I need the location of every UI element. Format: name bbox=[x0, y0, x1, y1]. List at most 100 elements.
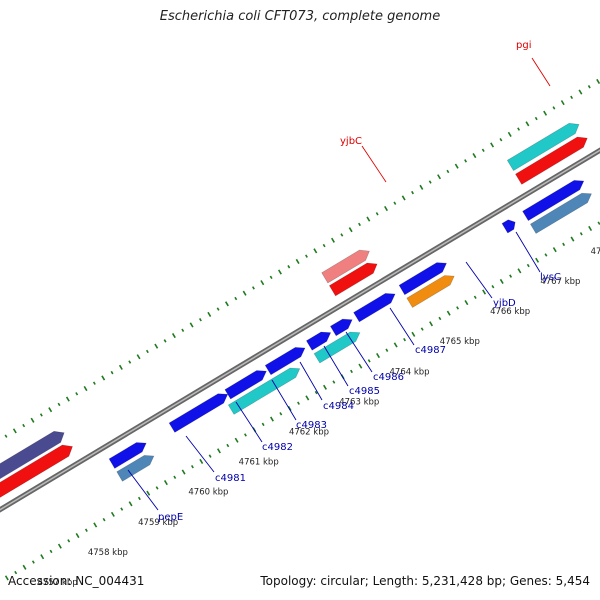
lower-tick-mark bbox=[110, 511, 115, 517]
lower-tick-mark bbox=[323, 384, 327, 390]
upper-tick-mark bbox=[340, 233, 344, 237]
lower-tick-mark bbox=[226, 443, 230, 448]
upper-tick-mark bbox=[552, 106, 556, 110]
lower-tick-mark bbox=[526, 263, 530, 268]
lower-tick-mark bbox=[234, 437, 239, 443]
upper-tick-mark bbox=[198, 317, 202, 322]
gene-label-leader bbox=[127, 469, 159, 511]
lower-tick-mark bbox=[358, 363, 363, 369]
lower-tick-mark bbox=[438, 316, 442, 321]
gene-label: c4983 bbox=[296, 420, 327, 431]
upper-tick-mark bbox=[313, 248, 318, 254]
upper-tick-mark bbox=[578, 89, 583, 95]
gene-label-leader bbox=[323, 345, 349, 387]
upper-tick-mark bbox=[534, 116, 538, 121]
gene-label: c4986 bbox=[373, 372, 404, 383]
lower-tick-mark bbox=[173, 475, 177, 480]
upper-tick-mark bbox=[507, 131, 512, 137]
lower-tick-mark bbox=[570, 236, 575, 242]
upper-tick-mark bbox=[136, 354, 141, 360]
upper-tick-mark bbox=[65, 396, 70, 402]
upper-tick-mark bbox=[525, 121, 530, 127]
upper-tick-mark bbox=[401, 195, 406, 201]
upper-tick-mark bbox=[454, 163, 459, 169]
lower-tick-mark bbox=[517, 268, 522, 274]
lower-tick-mark bbox=[446, 310, 451, 316]
lower-tick-mark bbox=[411, 331, 416, 337]
gene-feature bbox=[321, 249, 370, 284]
lower-tick-mark bbox=[75, 532, 80, 539]
upper-tick-mark bbox=[481, 148, 485, 152]
upper-tick-mark bbox=[57, 402, 61, 407]
lower-tick-mark bbox=[244, 433, 247, 437]
lower-tick-mark bbox=[208, 454, 212, 458]
gene-feature bbox=[329, 318, 353, 337]
lower-tick-mark bbox=[429, 321, 434, 327]
upper-tick-mark bbox=[30, 417, 35, 423]
lower-tick-mark bbox=[473, 295, 477, 300]
lower-tick-mark bbox=[4, 575, 9, 581]
upper-tick-mark bbox=[596, 78, 600, 85]
gene-label-leader bbox=[361, 145, 387, 183]
lower-tick-mark bbox=[588, 225, 593, 232]
upper-tick-mark bbox=[242, 290, 247, 296]
lower-tick-mark bbox=[199, 458, 204, 464]
lower-tick-mark bbox=[93, 522, 98, 528]
gene-feature bbox=[108, 442, 147, 469]
gene-label: c4987 bbox=[415, 345, 446, 356]
upper-tick-mark bbox=[260, 280, 265, 286]
gene-feature bbox=[398, 262, 447, 296]
upper-tick-mark bbox=[437, 174, 442, 180]
upper-tick-mark bbox=[4, 434, 8, 438]
upper-tick-mark bbox=[490, 142, 495, 148]
lower-tick-mark bbox=[22, 564, 27, 570]
upper-tick-mark bbox=[419, 184, 424, 190]
lower-tick-mark bbox=[597, 221, 600, 225]
lower-tick-mark bbox=[509, 274, 513, 278]
gene-feature bbox=[529, 192, 592, 234]
lower-tick-mark bbox=[403, 337, 406, 342]
upper-tick-mark bbox=[252, 286, 255, 290]
upper-tick-mark bbox=[145, 349, 149, 354]
gene-feature bbox=[305, 331, 332, 351]
lower-tick-mark bbox=[155, 486, 159, 490]
lower-tick-mark bbox=[279, 412, 283, 416]
upper-tick-mark bbox=[12, 428, 17, 434]
gene-label-leader bbox=[299, 361, 323, 401]
lower-tick-mark bbox=[499, 278, 504, 284]
gene-label-leader bbox=[465, 261, 493, 299]
gene-feature bbox=[313, 331, 361, 364]
kbp-tick-label: 4766 kbp bbox=[490, 307, 530, 317]
gene-feature bbox=[0, 444, 73, 498]
gene-feature bbox=[224, 370, 267, 400]
lower-tick-mark bbox=[216, 448, 221, 454]
upper-tick-mark bbox=[163, 339, 167, 343]
lower-tick-mark bbox=[181, 469, 186, 475]
kbp-tick-label: 4762 kbp bbox=[289, 427, 329, 437]
lower-tick-mark bbox=[270, 416, 274, 422]
lower-tick-mark bbox=[57, 543, 62, 549]
upper-tick-mark bbox=[189, 322, 194, 328]
kbp-tick-label: 4767 kbp bbox=[540, 277, 580, 287]
backbone-highlight bbox=[0, 149, 600, 511]
upper-tick-mark bbox=[464, 159, 468, 163]
lower-tick-mark bbox=[146, 490, 151, 496]
lower-tick-mark bbox=[393, 342, 398, 348]
gene-feature bbox=[168, 393, 229, 433]
gene-label: c4984 bbox=[323, 401, 354, 412]
upper-tick-mark bbox=[39, 413, 43, 417]
gene-label-leader bbox=[271, 379, 297, 421]
upper-tick-mark bbox=[128, 360, 132, 364]
upper-tick-mark bbox=[118, 364, 123, 370]
upper-tick-mark bbox=[384, 205, 388, 212]
gene-label-leader bbox=[235, 401, 263, 443]
lower-tick-mark bbox=[552, 247, 557, 253]
gene-label: yjbD bbox=[493, 298, 516, 309]
kbp-tick-label: 4765 kbp bbox=[440, 337, 480, 347]
lower-tick-mark bbox=[305, 395, 310, 401]
lower-tick-mark bbox=[544, 253, 548, 257]
lower-tick-mark bbox=[49, 549, 53, 554]
upper-tick-mark bbox=[234, 296, 238, 301]
upper-tick-mark bbox=[101, 375, 106, 381]
upper-tick-mark bbox=[393, 201, 397, 205]
